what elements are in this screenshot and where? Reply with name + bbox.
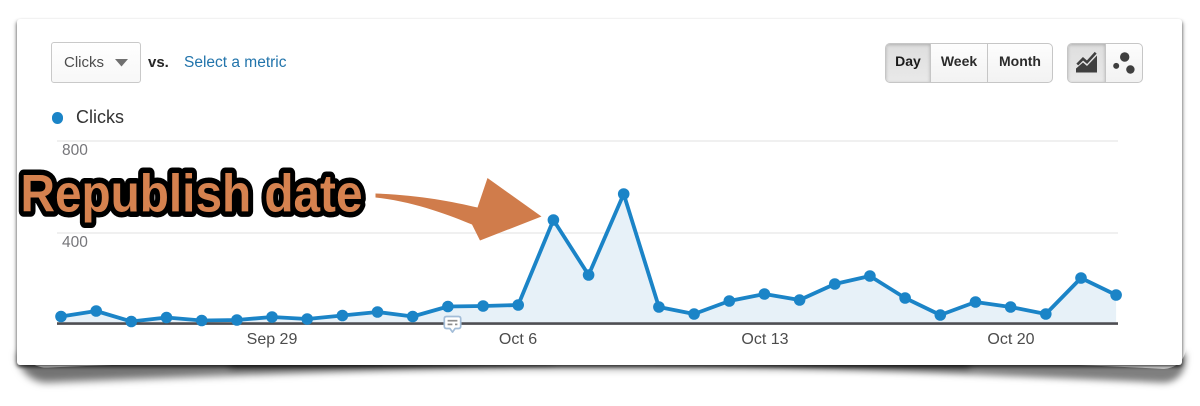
svg-text:Republish date: Republish date bbox=[21, 165, 363, 224]
